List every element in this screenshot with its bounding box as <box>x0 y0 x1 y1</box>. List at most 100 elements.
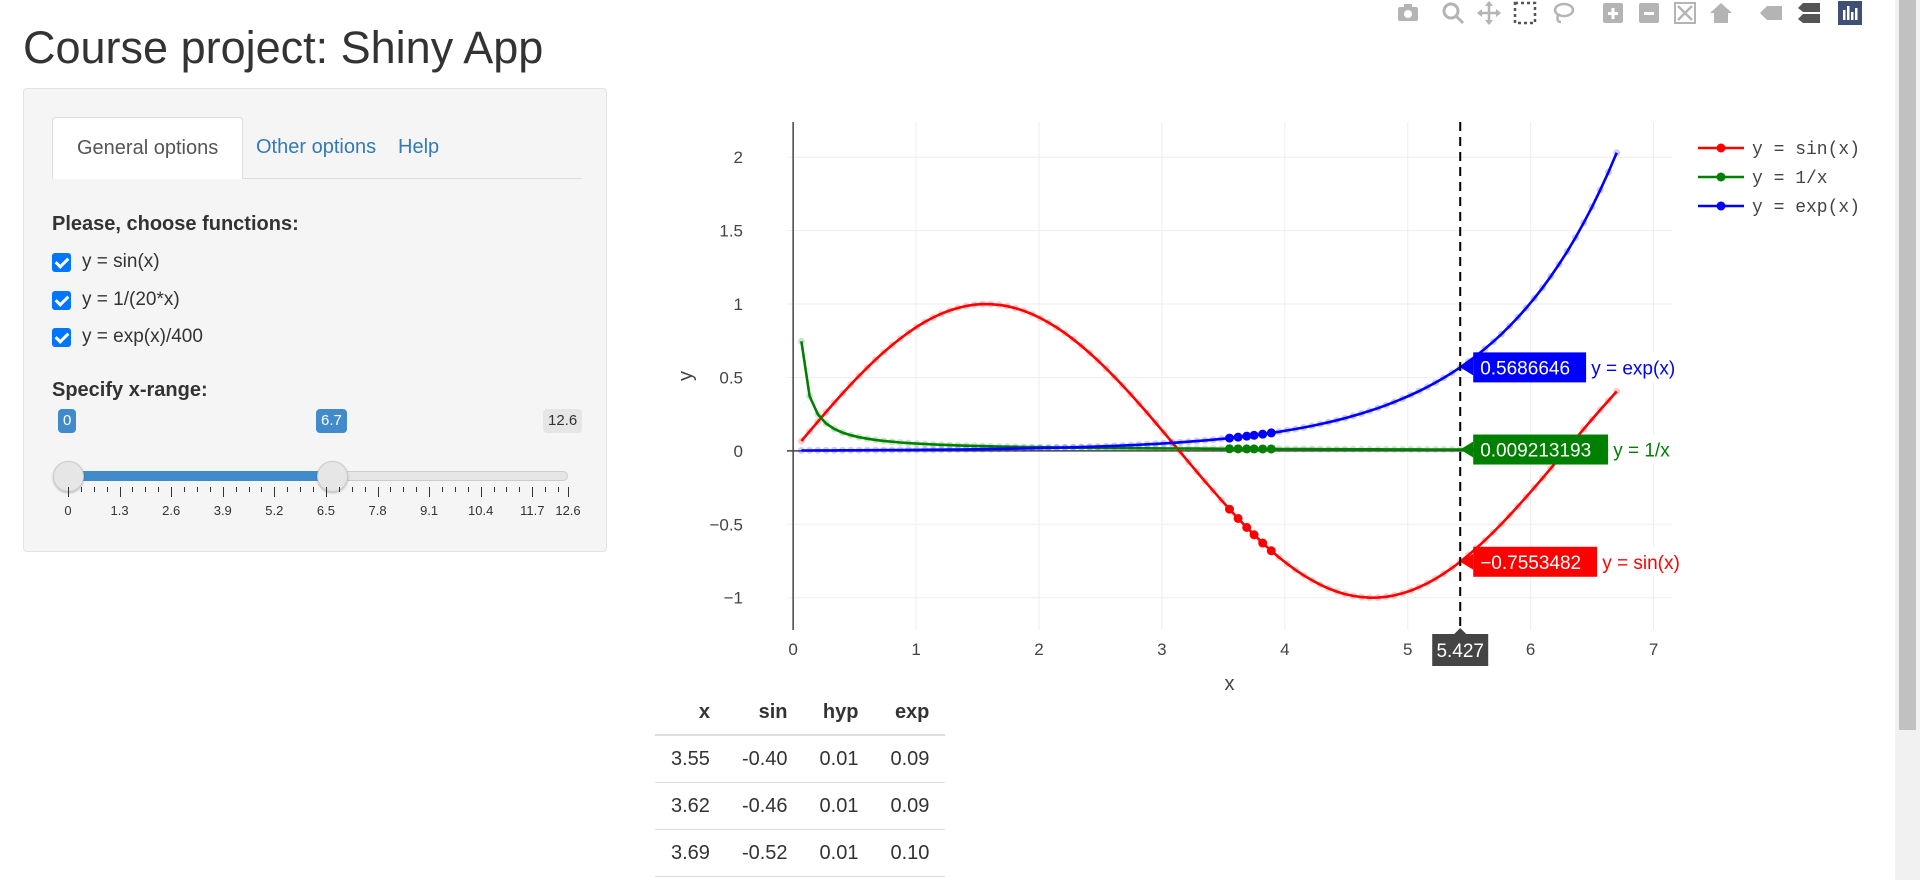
checkbox-label-exp[interactable]: y = exp(x)/400 <box>82 326 203 347</box>
point-hyp <box>962 442 970 450</box>
slider-selected-bar[interactable] <box>68 471 332 481</box>
point-exp <box>929 446 937 454</box>
point-hyp <box>1399 445 1407 453</box>
camera-icon[interactable] <box>1395 0 1421 26</box>
slider-tick-label: 9.1 <box>420 503 439 518</box>
point-hyp <box>904 439 912 447</box>
point-sin <box>937 310 945 318</box>
slider-major-tick <box>532 487 534 497</box>
lasso-icon[interactable] <box>1550 0 1576 26</box>
checkbox-label-hyp[interactable]: y = 1/(20*x) <box>82 289 180 310</box>
point-exp <box>1572 234 1580 242</box>
hover-compare-icon[interactable] <box>1796 0 1822 26</box>
hover-y-arrow <box>1460 359 1474 376</box>
point-exp <box>1036 444 1044 452</box>
zoom-in-icon[interactable] <box>1600 0 1626 26</box>
x-range-slider[interactable]: 0 6.7 12.6 0 1.3 2.6 3.9 5.2 6.5 7.8 9.1 10.4 11.… <box>52 409 583 518</box>
point-sin <box>946 307 954 315</box>
function-chart[interactable]: 0 1 2 3 4 5 6 7 −1 −0.5 0 0.5 1 1.5 2 x y 5.427 0.5686646 y… <box>640 110 1870 690</box>
point-exp <box>1539 284 1547 292</box>
selected-point-hyp <box>1242 444 1252 454</box>
point-hyp <box>1366 445 1374 453</box>
point-exp <box>1596 186 1604 194</box>
x-tick-label: 3 <box>1157 640 1166 659</box>
cell-x: 3.69 <box>655 829 726 877</box>
checkbox-sin[interactable] <box>52 252 71 272</box>
checkbox-hyp[interactable] <box>52 290 71 310</box>
point-exp <box>1028 444 1036 452</box>
column-header-exp[interactable]: exp <box>874 690 946 736</box>
column-header-sin[interactable]: sin <box>725 690 804 736</box>
slider-tick-label: 0 <box>64 503 72 518</box>
slider-minor-tick <box>403 487 405 492</box>
autoscale-icon[interactable] <box>1672 0 1698 26</box>
point-exp <box>1119 442 1127 450</box>
point-hyp <box>1292 445 1300 453</box>
point-exp <box>1069 443 1077 451</box>
point-exp <box>814 446 822 454</box>
point-exp <box>1061 444 1069 452</box>
point-exp <box>1316 420 1324 428</box>
hover-y-box <box>1473 352 1587 383</box>
point-exp <box>1588 203 1596 211</box>
checkbox-row-sin[interactable]: y = sin(x) <box>52 249 160 275</box>
point-sin <box>1489 528 1497 536</box>
slider-ticks <box>68 487 569 499</box>
slider-minor-tick <box>351 487 353 492</box>
series-line-exp <box>801 152 1618 452</box>
tab-help[interactable]: Help <box>398 136 440 158</box>
checkbox-row-exp[interactable]: y = exp(x)/400 <box>52 324 203 350</box>
box-select-icon[interactable] <box>1512 0 1538 26</box>
checkbox-label-sin[interactable]: y = sin(x) <box>82 251 160 272</box>
point-sin <box>962 302 970 310</box>
zoom-out-icon[interactable] <box>1636 0 1662 26</box>
point-sin <box>1152 419 1160 427</box>
point-sin <box>1184 458 1192 466</box>
zoom-icon[interactable] <box>1440 0 1466 26</box>
hover-closest-icon[interactable] <box>1758 0 1784 26</box>
point-exp <box>1423 383 1431 391</box>
point-hyp <box>1357 445 1365 453</box>
y-tick-label: 1 <box>734 295 743 314</box>
point-hyp <box>970 442 978 450</box>
x-tick-label: 0 <box>788 640 797 659</box>
tab-general-options[interactable]: General options <box>52 117 244 179</box>
x-tick-label: 6 <box>1526 640 1535 659</box>
point-exp <box>863 446 871 454</box>
slider-from-bubble: 0 <box>58 409 77 433</box>
tab-other-options[interactable]: Other options <box>256 136 377 158</box>
point-hyp <box>1448 446 1456 454</box>
point-sin <box>797 437 805 445</box>
legend-marker <box>1716 201 1726 211</box>
reset-axes-icon[interactable] <box>1708 0 1734 26</box>
slider-from-handle[interactable] <box>53 461 84 492</box>
point-hyp <box>937 441 945 449</box>
point-sin <box>872 356 879 364</box>
point-exp <box>822 446 830 454</box>
point-sin <box>1209 487 1217 495</box>
column-header-x[interactable]: x <box>655 690 726 736</box>
point-exp <box>888 446 896 454</box>
slider-to-handle[interactable] <box>317 461 348 492</box>
point-hyp <box>1316 445 1324 453</box>
legend-marker <box>1716 143 1726 153</box>
point-hyp <box>1184 445 1192 453</box>
column-header-hyp[interactable]: hyp <box>803 690 875 736</box>
point-sin <box>888 341 896 349</box>
checkbox-row-hyp[interactable]: y = 1/(20*x) <box>52 287 180 313</box>
hover-y-box <box>1473 546 1598 577</box>
page-scrollbar[interactable] <box>1895 0 1920 880</box>
slider-major-tick <box>480 487 482 497</box>
x-axis-title: x <box>1225 673 1235 690</box>
slider-tick-label: 12.6 <box>555 503 581 518</box>
plotly-logo-icon[interactable] <box>1837 0 1863 26</box>
point-sin <box>1143 409 1151 417</box>
scrollbar-thumb[interactable] <box>1899 0 1916 730</box>
point-hyp <box>1176 445 1184 453</box>
point-hyp <box>863 435 871 443</box>
point-exp <box>1292 425 1300 433</box>
checkbox-exp[interactable] <box>52 327 71 347</box>
pan-icon[interactable] <box>1476 0 1502 26</box>
point-exp <box>1152 440 1160 448</box>
range-label: Specify x-range: <box>52 379 208 401</box>
